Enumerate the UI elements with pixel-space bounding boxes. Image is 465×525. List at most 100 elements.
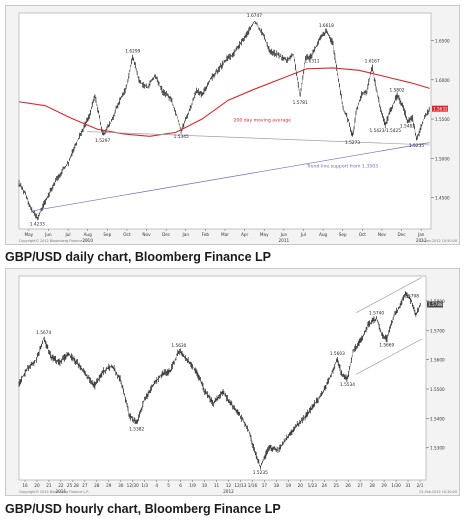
annotation-label: 1.5603 [330,351,345,357]
y-tick-label: 1.5500 [435,117,450,122]
x-tick-label: 20 [298,483,304,488]
x-tick-label: 28 [369,483,375,488]
annotation-label: 1.5534 [340,382,355,388]
annotation-label: 1.5235 [253,470,268,476]
x-tick-label: Nov [378,232,387,237]
x-tick-label: Sep [103,232,111,237]
annotation-label: Trend-line support from 1.3503 [306,164,378,170]
annotation-label: 1.5423/1.5425 [369,128,401,134]
x-tick-label: Jul [65,232,71,237]
annotation-label: 1.5669 [379,342,394,348]
hourly-chart-caption: GBP/USD hourly chart, Bloomberg Finance … [5,502,281,516]
x-tick-label: Mar [221,232,229,237]
x-tick-label: Jun [44,232,52,237]
annotation-label: 200 day moving average [234,117,292,123]
x-tick-label: 1/9 [189,483,196,488]
hourly-chart: 1.5300 1.5400 1.5500 1.5600 1.5700 1.5800 16 20… [18,275,457,494]
x-tick-label: 29 [106,483,112,488]
daily-chart-caption: GBP/USD daily chart, Bloomberg Finance L… [5,250,272,264]
x-tick-label: Jun [280,232,288,237]
x-tick-label: Oct [123,232,131,237]
y-tick-label: 1.5500 [430,387,445,392]
y-tick-label: 1.5700 [430,328,445,333]
x-tick-label: 27 [82,483,88,488]
y-tick-label: 1.5600 [430,358,445,363]
annotation-label: 1.5674 [36,330,51,336]
x-year-label: 2011 [279,238,290,243]
annotation-label: 1.5297 [95,138,110,144]
x-tick-label: Nov [142,232,151,237]
last-price-label: 1.5632 [433,106,448,111]
x-tick-label: 20 [34,483,40,488]
last-price-tag [427,301,443,308]
x-tick-label: 12/13 [234,483,246,488]
y-tick-label: 1.6500 [435,38,450,43]
x-tick-label: May [260,232,269,237]
price-line [18,291,421,468]
x-tick-label: May [24,232,33,237]
x-tick-label: 29 [381,483,387,488]
annotation-label: 1.6167 [365,59,380,65]
annotation-label: 1.5345 [174,134,189,140]
x-tick-label: Apr [241,232,249,237]
x-tick-label: Sep [339,232,347,237]
x-tick-label: 1/23 [308,483,318,488]
x-tick-label: Jan [182,232,190,237]
x-tick-label: 19 [286,483,292,488]
y-tick-label: 1.5800 [430,299,445,304]
annotation-label: 1.5798 [404,294,419,300]
x-year-label: 2010 [82,238,93,243]
annotation-label: 1.6299 [125,48,140,54]
x-year-label: 2012 [416,238,427,243]
annotation-label: 1.6618 [319,23,334,29]
y-tick-label: 1.5000 [435,156,450,161]
x-tick-label: 31 [405,483,411,488]
footer-timestamp: 12-Jan-2012 10:50:00 [420,239,457,243]
x-tick-label: 1/16 [248,483,258,488]
series-line [356,338,422,375]
hourly-chart-panel: 1.5300 1.5400 1.5500 1.5600 1.5700 1.5800 16 20… [5,268,460,496]
y-tick-label: 1.6000 [435,78,450,83]
annotation-label: 1.5482 [400,123,415,129]
plot-area [18,275,427,481]
x-tick-label: 1/3 [141,483,148,488]
x-tick-label: 6 [179,483,182,488]
annotation-label: 1.5382 [129,427,144,433]
y-tick-label: 1.4500 [435,196,450,201]
annotation-label: 1.6311 [304,58,319,64]
series-line [32,142,430,212]
annotation-label: 1.5740 [369,311,384,317]
x-tick-label: Aug [84,232,93,237]
footer-timestamp: 01-Feb-2012 10:30:00 [419,490,457,494]
footer-copyright: Copyright© 2012 Bloomberg Finance L.P. [19,239,89,243]
x-tick-label: 30 [118,483,124,488]
x-tick-label: 11 [214,483,220,488]
x-tick-label: 5 [167,483,170,488]
annotation-label: 1.5273 [345,140,360,146]
annotation-label: 1.5630 [171,343,186,349]
daily-chart-panel: 1.4500 1.5000 1.5500 1.6000 1.6500 May Jun Jul A… [5,5,460,245]
annotation-label: 1.4233 [30,222,45,228]
x-tick-label: 17 [262,483,268,488]
x-tick-label: 18 [274,483,280,488]
last-price-label: 1.5788 [428,302,443,307]
x-tick-label: Dec [398,232,407,237]
x-tick-label: 22 [58,483,64,488]
y-tick-label: 1.5300 [430,446,445,451]
x-tick-label: 16 [22,483,28,488]
x-year-label: 2012 [223,489,234,494]
x-tick-label: Aug [319,232,328,237]
y-tick-label: 1.5400 [430,416,445,421]
x-tick-label: 1/30 [391,483,401,488]
annotation-label: 1.5235 [409,143,424,149]
x-tick-label: 25 28 [67,483,79,488]
x-tick-label: Jul [300,232,306,237]
footer-copyright: Copyright© 2012 Bloomberg Finance L.P. [19,490,89,494]
x-tick-label: 2/1 [417,483,424,488]
annotation-label: 1.5802 [389,87,404,93]
series-line [18,67,430,137]
series-line [356,277,422,313]
x-tick-label: 25 [334,483,340,488]
x-tick-label: Oct [359,232,367,237]
annotation-label: 1.6747 [247,13,262,19]
